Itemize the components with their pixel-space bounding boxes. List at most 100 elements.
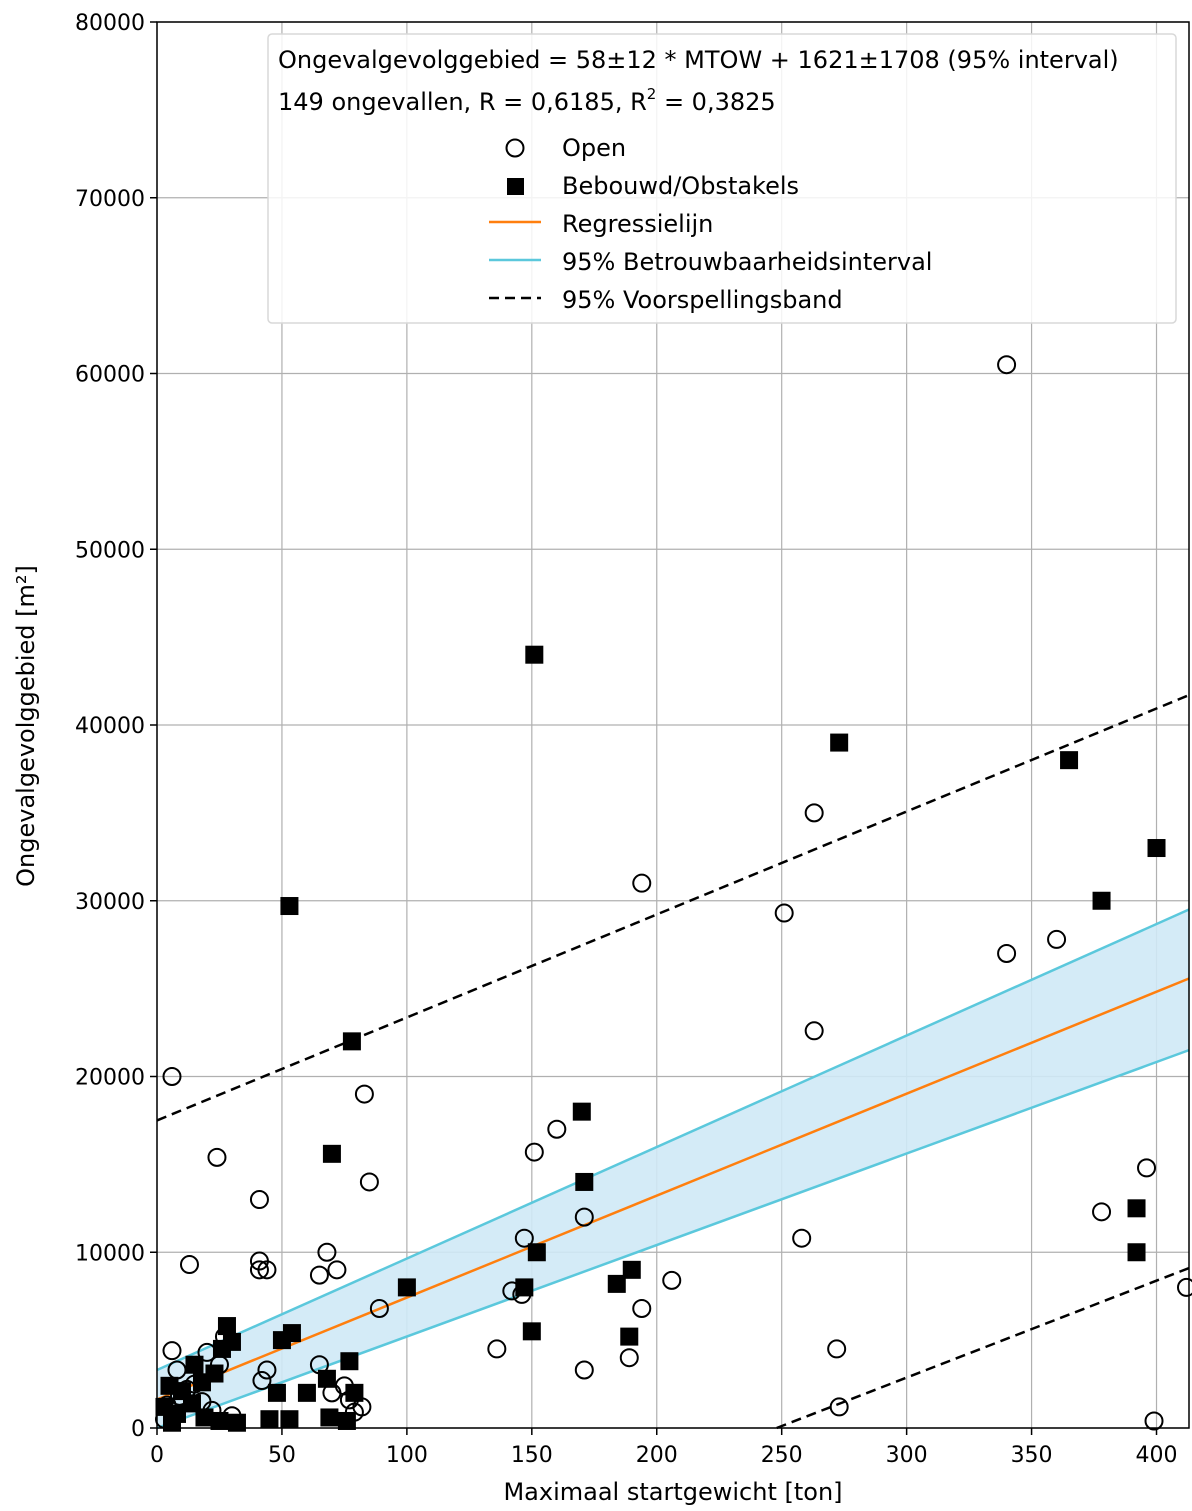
open-point [327,1260,347,1280]
y-tick-label: 40000 [75,714,145,739]
open-point [774,903,794,923]
open-point [249,1190,269,1210]
x-tick-label: 350 [1011,1443,1053,1468]
built-point [212,1339,231,1358]
open-point [309,1265,329,1285]
regression-stats-sup: 2 [647,85,657,103]
plot-frame [156,21,1190,1429]
open-point [1177,1277,1192,1297]
built-point [1127,1243,1146,1262]
open-point [179,1255,199,1275]
built-point [342,1032,361,1051]
regression-stats-prefix: 149 ongevallen, R = 0,6185, R [278,88,647,116]
prediction-band-lower [776,1266,1190,1430]
legend-box [267,33,1177,324]
y-tick-label: 60000 [75,363,145,388]
open-point [1144,1411,1164,1431]
built-point [830,733,849,752]
regression-stats-suffix: = 0,3825 [656,88,775,116]
built-point [280,897,299,916]
open-point [162,1067,182,1086]
x-tick-label: 0 [150,1443,164,1468]
y-tick-label: 50000 [75,538,145,563]
built-point [397,1278,416,1297]
y-tick-label: 10000 [75,1241,145,1266]
open-point [162,1341,182,1361]
built-point [522,1322,541,1341]
open-point [662,1270,682,1290]
y-axis-title: Ongevalgevolggebied [m²] [12,565,40,887]
built-point [345,1383,364,1402]
built-point [260,1410,279,1429]
built-point [267,1383,286,1402]
built-point [525,645,544,664]
built-point [515,1278,534,1297]
open-point [249,1260,269,1280]
legend: Ongevalgevolggebied = 58±12 * MTOW + 162… [267,33,1177,324]
regression-line [156,977,1190,1401]
open-point [514,1228,534,1248]
legend-regression-label: Regressielijn [562,210,713,238]
open-point [524,1142,544,1162]
built-point [622,1260,641,1279]
built-point [185,1355,204,1374]
regression-stats: 149 ongevallen, R = 0,6185, R2 = 0,3825 [278,85,776,116]
legend-filled-label: Bebouwd/Obstakels [562,172,799,200]
regression-equation: Ongevalgevolggebied = 58±12 * MTOW + 162… [278,46,1119,74]
built-point [210,1411,229,1430]
y-tick-label: 70000 [75,187,145,212]
x-tick-label: 250 [761,1443,803,1468]
y-tick-label: 30000 [75,890,145,915]
built-point [217,1317,236,1336]
x-tick-label: 150 [511,1443,553,1468]
y-tick-label: 20000 [75,1066,145,1091]
open-point [1092,1202,1112,1222]
open-point [792,1228,812,1248]
legend-filled-marker [507,178,524,195]
confidence-band-upper [156,908,1190,1372]
built-point [322,1144,341,1163]
built-point [572,1102,591,1121]
x-axis-title: Maximaal startgewicht [ton] [503,1478,842,1506]
confidence-band-lower [156,1048,1190,1430]
built-point [182,1394,201,1413]
built-point [1127,1199,1146,1218]
built-point [192,1373,211,1392]
open-point [354,1084,374,1104]
built-point [527,1243,546,1262]
open-point [257,1260,277,1280]
built-point [1092,891,1111,910]
built-point [272,1331,291,1350]
open-point [804,1021,824,1041]
open-point [804,803,824,823]
open-point [574,1360,594,1380]
confidence-band-fill [157,909,1189,1428]
built-point [607,1274,626,1293]
confidence-band-area [157,909,1189,1428]
open-point [257,1360,277,1380]
built-point [195,1408,214,1427]
open-point [1137,1158,1157,1178]
open-point [632,873,652,893]
open-point [1047,929,1067,949]
x-tick-label: 400 [1136,1443,1178,1468]
x-tick-label: 200 [636,1443,678,1468]
built-point [620,1327,639,1346]
open-point [827,1339,847,1359]
open-point [487,1339,507,1359]
open-point [317,1242,337,1262]
x-tick-label: 50 [268,1443,296,1468]
built-point [1060,751,1079,770]
x-tick-label: 100 [386,1443,428,1468]
open-point [619,1348,639,1368]
x-tick-label: 300 [886,1443,928,1468]
built-point [575,1172,594,1191]
built-point [337,1411,356,1430]
built-point [297,1383,316,1402]
y-tick-label: 80000 [75,11,145,36]
open-point [547,1119,567,1139]
open-point [574,1207,594,1227]
open-point [207,1147,227,1167]
built-point [227,1413,246,1432]
